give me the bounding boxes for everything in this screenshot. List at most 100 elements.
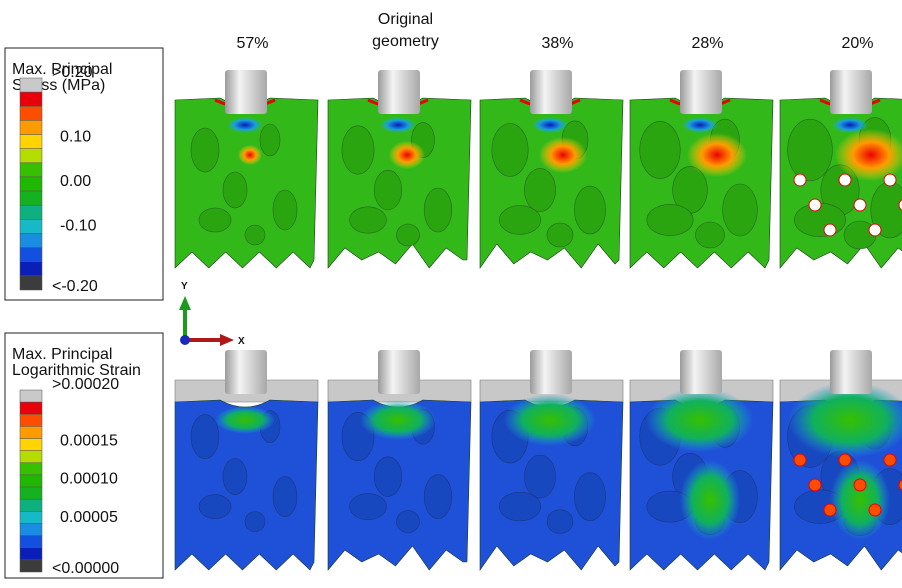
legend-label: 0.00015 [60,432,118,449]
pore [273,190,297,230]
legend-label: 0.00010 [60,471,118,488]
legend-swatch [20,439,42,451]
damage [854,199,866,211]
pore [788,119,833,181]
damage [884,174,896,186]
legend-swatch [20,92,42,106]
pore [499,492,541,521]
hotspot [389,141,425,169]
damage [869,224,881,236]
pore [245,512,265,532]
hotspot [532,117,568,133]
hotspot [687,133,747,177]
legend-label: <-0.20 [52,278,98,295]
indenter [530,70,572,114]
column-header: 20% [841,35,873,52]
hotspot [830,460,890,540]
legend-swatch [20,120,42,134]
pore [547,223,573,247]
legend-swatch [20,163,42,177]
hotspot [360,400,436,440]
indenter [830,70,872,114]
damage [809,479,821,491]
pore [199,495,231,519]
contour-panel [328,350,471,570]
contour-panel [630,350,773,570]
axis-label: X [238,336,245,347]
pore [499,206,541,235]
legend-label: >0.00020 [52,376,119,393]
legend-swatch [20,523,42,535]
pore [647,204,693,235]
pore [191,128,219,172]
column-header: 38% [541,35,573,52]
hotspot [682,117,718,133]
legend-swatch [20,463,42,475]
legend-swatch [20,78,42,92]
axis-triad: Y X [179,281,245,347]
pore [397,511,420,533]
legend-label: 0.00 [60,173,91,190]
indenter [530,350,572,394]
indenter [378,70,420,114]
legend-swatch [20,548,42,560]
damage [839,174,851,186]
legend-swatch [20,191,42,205]
indenter [225,70,267,114]
contour-panel [328,70,471,268]
damage [839,454,851,466]
pore [492,124,528,177]
pore [273,477,297,517]
legend-swatch [20,390,42,402]
legend-label: 0.10 [60,129,91,146]
hotspot [680,460,740,540]
legend-swatch [20,402,42,414]
legend-swatch [20,149,42,163]
pore [342,126,374,174]
axis-label: Y [181,281,188,292]
contour-panel [630,70,773,268]
damage [794,174,806,186]
legend-swatch [20,106,42,120]
legend-swatch [20,426,42,438]
pore [350,207,387,233]
legend-label: -0.10 [60,218,97,235]
pore [223,172,247,208]
legend-swatch [20,205,42,219]
pore [696,222,725,248]
damage [884,454,896,466]
damage [869,504,881,516]
contour-panel [480,70,623,268]
hotspot [227,117,263,133]
legend-swatch [20,560,42,572]
damage [794,454,806,466]
legend-swatch [20,177,42,191]
indenter [225,350,267,394]
pore [374,170,402,210]
legend-swatch [20,475,42,487]
pore [547,510,573,534]
indenter [830,350,872,394]
pore [424,475,452,519]
pore [223,459,247,495]
legend-label: >0.20 [52,64,93,81]
pore [260,124,280,156]
contour-panel [175,70,318,268]
legend-swatch [20,248,42,262]
pore [424,188,452,232]
hotspot [646,388,754,452]
pore [574,186,605,234]
pore [374,457,402,497]
damage [854,479,866,491]
contour-panel [175,350,318,570]
damage [824,504,836,516]
pore [191,415,219,459]
hotspot [238,145,262,165]
pore [199,208,231,232]
legend-swatch [20,536,42,548]
pore [574,473,605,521]
indenter [680,350,722,394]
legend-swatch [20,135,42,149]
legend-swatch [20,219,42,233]
